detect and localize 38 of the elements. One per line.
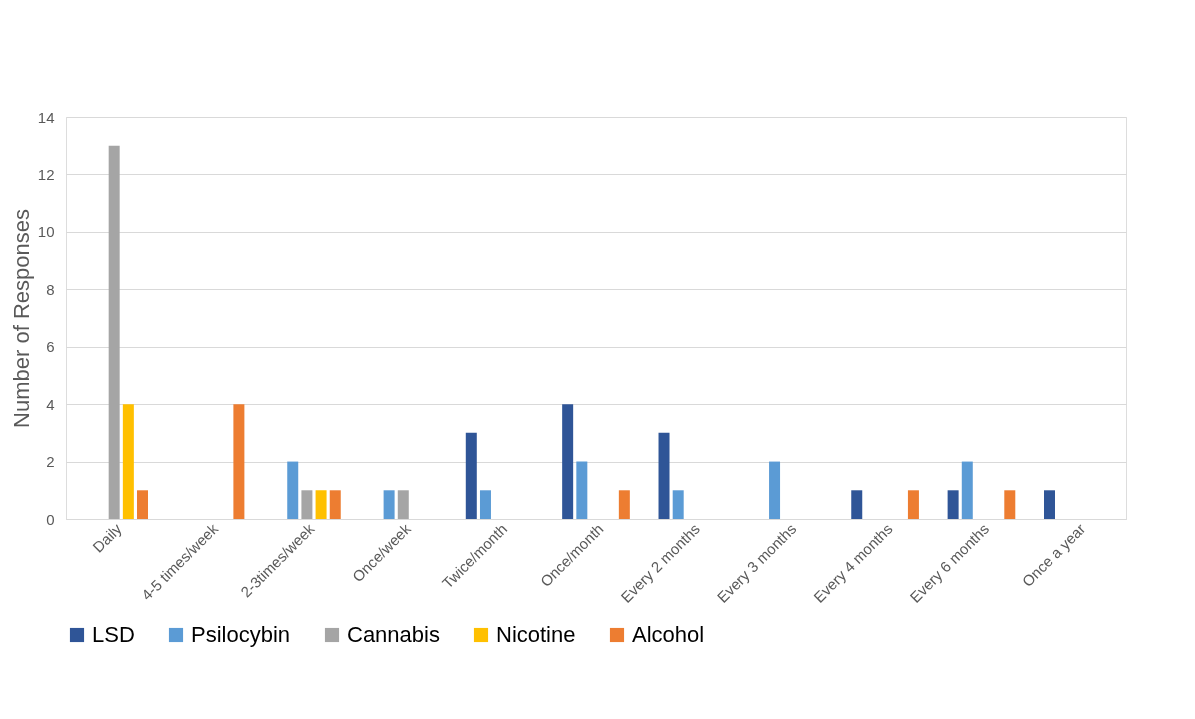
y-tick-label: 12 — [37, 165, 55, 183]
y-tick-label: 6 — [46, 338, 55, 356]
bar — [1004, 490, 1016, 519]
bar — [769, 461, 781, 519]
y-tick-label: 14 — [37, 108, 55, 126]
bar — [479, 490, 491, 519]
bar — [329, 490, 341, 519]
bar — [315, 490, 327, 519]
bar — [618, 490, 630, 519]
legend-label: Alcohol — [632, 622, 705, 647]
legend-label: Cannabis — [347, 622, 440, 647]
y-tick-label: 8 — [46, 280, 55, 298]
bar — [1043, 490, 1055, 519]
y-tick-label: 4 — [46, 395, 55, 413]
bar — [287, 461, 299, 519]
bar — [122, 404, 134, 519]
bar — [851, 490, 863, 519]
bar — [383, 490, 395, 519]
bar — [465, 432, 477, 519]
bar — [947, 490, 959, 519]
bar — [562, 404, 574, 519]
bar — [397, 490, 409, 519]
bar — [961, 461, 973, 519]
bar — [672, 490, 684, 519]
legend-label: Psilocybin — [191, 622, 291, 647]
bar — [301, 490, 313, 519]
bar — [658, 432, 670, 519]
bar — [907, 490, 919, 519]
bar — [576, 461, 588, 519]
bar — [108, 145, 120, 519]
legend-label: Nicotine — [496, 622, 576, 647]
legend-label: LSD — [92, 622, 135, 647]
bar — [137, 490, 149, 519]
y-axis-title: Number of Responses — [8, 209, 34, 428]
bar — [233, 404, 245, 519]
y-tick-label: 0 — [46, 510, 55, 528]
y-tick-label: 2 — [46, 453, 55, 471]
y-tick-label: 10 — [37, 223, 55, 241]
